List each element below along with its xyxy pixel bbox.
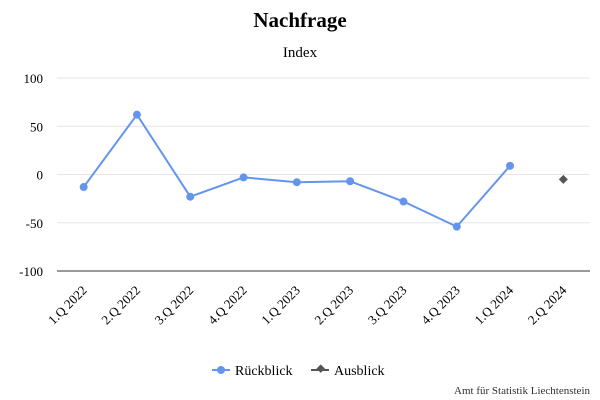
y-tick-label: -100 xyxy=(19,264,43,279)
x-axis-ticks: 1.Q 2022 2.Q 2022 3.Q 2022 4.Q 2022 1.Q 2023… xyxy=(45,282,570,327)
y-tick-label: 50 xyxy=(30,119,43,134)
legend-marker-ausblick xyxy=(316,364,325,373)
legend-item-rueckblick[interactable]: Rückblick xyxy=(212,364,293,379)
data-point[interactable] xyxy=(452,222,461,231)
chart-title: Nachfrage xyxy=(253,8,346,32)
grid-lines xyxy=(57,77,590,224)
x-tick-label: 3.Q 2022 xyxy=(152,283,197,328)
x-tick-label: 4.Q 2023 xyxy=(418,283,463,328)
series-group xyxy=(79,110,568,231)
data-point[interactable] xyxy=(506,161,515,170)
x-tick-label: 3.Q 2023 xyxy=(365,283,410,328)
series-1 xyxy=(558,174,568,184)
series-line xyxy=(82,113,511,228)
y-tick-label: -50 xyxy=(26,216,43,231)
data-point[interactable] xyxy=(558,174,568,184)
data-point[interactable] xyxy=(399,197,408,206)
x-tick-label: 2.Q 2022 xyxy=(98,283,143,328)
chart-credit: Amt für Statistik Liechtenstein xyxy=(454,385,590,397)
data-point[interactable] xyxy=(239,173,248,182)
y-tick-label: 100 xyxy=(24,71,44,86)
legend: Rückblick Ausblick xyxy=(212,364,385,379)
data-point[interactable] xyxy=(186,192,195,201)
x-tick-label: 1.Q 2022 xyxy=(45,283,90,328)
legend-label-ausblick: Ausblick xyxy=(334,364,385,379)
series-0 xyxy=(79,110,515,231)
chart-subtitle: Index xyxy=(283,45,318,61)
x-tick-label: 1.Q 2023 xyxy=(258,283,303,328)
legend-item-ausblick[interactable]: Ausblick xyxy=(311,364,385,379)
legend-marker-rueckblick xyxy=(217,366,225,374)
data-point[interactable] xyxy=(292,178,301,187)
data-point[interactable] xyxy=(132,110,141,119)
data-point[interactable] xyxy=(346,177,355,186)
data-point[interactable] xyxy=(79,183,88,192)
y-tick-label: 0 xyxy=(37,168,44,183)
x-tick-label: 1.Q 2024 xyxy=(471,282,516,327)
x-tick-label: 4.Q 2022 xyxy=(205,283,250,328)
y-axis-ticks: 100 50 0 -50 -100 xyxy=(19,71,43,279)
x-tick-label: 2.Q 2024 xyxy=(525,282,570,327)
x-tick-label: 2.Q 2023 xyxy=(311,283,356,328)
legend-label-rueckblick: Rückblick xyxy=(235,364,293,379)
